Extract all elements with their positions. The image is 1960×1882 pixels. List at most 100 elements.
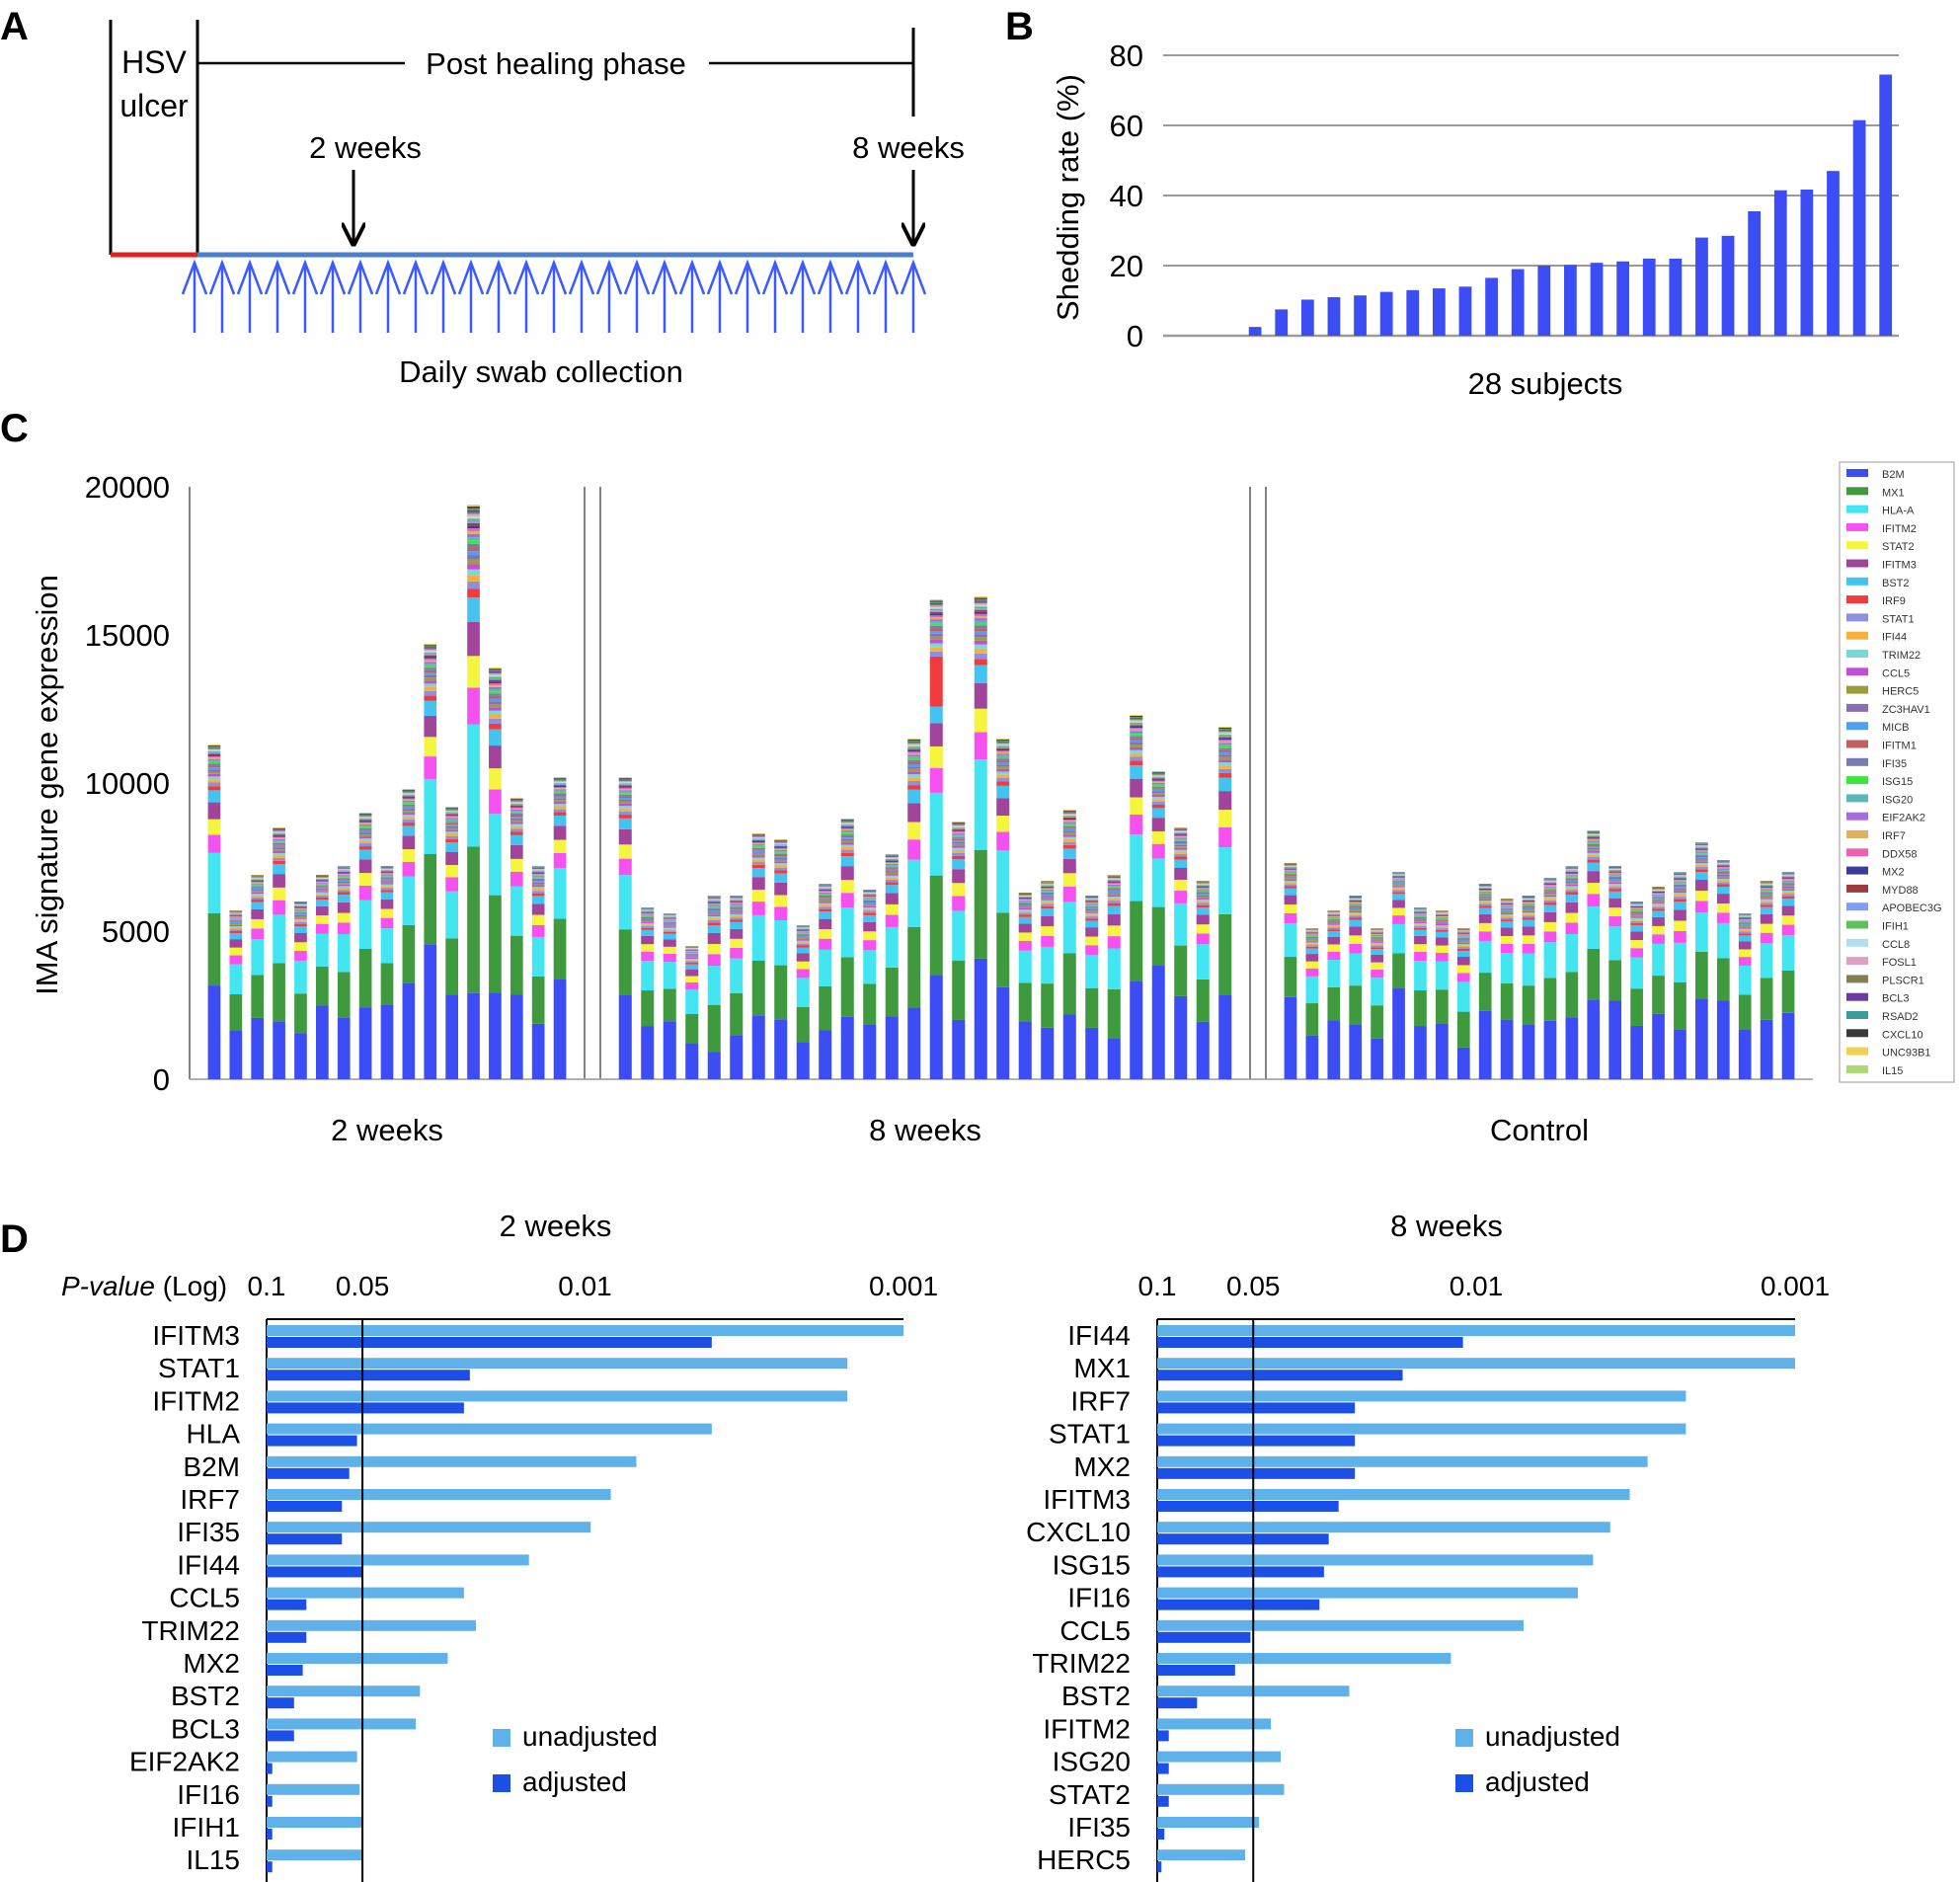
legend-label: unadjusted	[1485, 1721, 1620, 1752]
stack-segment	[796, 1006, 810, 1043]
stack-segment	[1130, 725, 1143, 727]
y-tick-label: 20	[1110, 249, 1143, 283]
stack-segment	[1587, 840, 1601, 842]
stack-segment	[1018, 923, 1032, 933]
stack-segment	[402, 807, 416, 810]
stack-segment	[531, 896, 545, 904]
stack-segment	[1608, 874, 1622, 876]
stack-segment	[1196, 883, 1210, 884]
stack-segment	[885, 926, 899, 968]
stack-segment	[751, 1015, 765, 1079]
stack-segment	[1630, 905, 1643, 907]
stack-segment	[707, 912, 721, 915]
stack-segment	[774, 870, 788, 874]
stack-segment	[1760, 885, 1773, 887]
stack-segment	[553, 781, 567, 783]
category-label: MX2	[1073, 1451, 1131, 1482]
stack-segment	[1062, 828, 1076, 831]
stack-segment	[1085, 899, 1099, 900]
legend-label: PLSCR1	[1882, 975, 1924, 986]
stack-segment	[618, 778, 632, 780]
stack-segment	[1500, 1019, 1514, 1079]
stack-segment	[1392, 890, 1405, 893]
stack-segment	[1587, 832, 1601, 834]
stack-segment	[751, 890, 765, 902]
stack-segment	[1218, 791, 1232, 811]
stack-segment	[1781, 892, 1795, 895]
stack-segment	[1174, 844, 1188, 847]
stack-segment	[819, 886, 832, 888]
stack-segment	[358, 832, 372, 835]
stack-segment	[840, 844, 854, 847]
stack-segment	[641, 929, 655, 936]
stack-segment	[685, 958, 699, 960]
stack-segment	[840, 823, 854, 824]
stack-segment	[467, 522, 480, 526]
stack-segment	[1196, 885, 1210, 887]
stack-segment	[358, 873, 372, 886]
stack-segment	[1018, 1021, 1032, 1079]
stack-segment	[1630, 957, 1643, 989]
stack-segment	[553, 786, 567, 789]
stack-segment	[1608, 907, 1622, 917]
stack-segment	[1608, 887, 1622, 890]
stack-segment	[819, 900, 832, 902]
stack-segment	[1414, 918, 1427, 920]
stack-segment	[1218, 765, 1232, 769]
stack-segment	[1587, 845, 1601, 847]
stack-segment	[467, 513, 480, 516]
stack-segment	[251, 883, 265, 885]
stack-segment	[907, 768, 921, 772]
stack-segment	[1695, 901, 1708, 913]
swab-arrow-head-icon	[374, 259, 402, 295]
stack-segment	[641, 915, 655, 916]
stack-segment	[402, 794, 416, 796]
stack-segment	[1392, 887, 1405, 889]
stack-segment	[424, 651, 437, 653]
stack-segment	[1543, 886, 1557, 888]
stack-segment	[618, 794, 632, 797]
stack-segment	[316, 888, 329, 890]
stack-segment	[1151, 818, 1165, 831]
stack-segment	[1543, 900, 1557, 903]
stack-segment	[1543, 888, 1557, 890]
stack-segment	[863, 904, 877, 906]
stack-segment	[996, 741, 1010, 743]
stack-segment	[1305, 932, 1319, 933]
stack-segment	[1349, 919, 1363, 927]
stack-segment	[1305, 938, 1319, 940]
stack-segment	[796, 928, 810, 930]
stack-segment	[1500, 927, 1514, 937]
stack-segment	[316, 878, 329, 880]
stack-segment	[819, 929, 832, 939]
stack-segment	[445, 807, 458, 808]
stack-segment	[380, 883, 394, 885]
stack-segment	[996, 766, 1010, 769]
stack-segment	[1284, 884, 1297, 887]
stack-segment	[1478, 897, 1492, 899]
stack-segment	[1371, 944, 1383, 946]
stack-segment	[996, 777, 1010, 782]
stack-segment	[929, 621, 943, 624]
bar-unadjusted	[1157, 1554, 1594, 1566]
stack-segment	[1085, 902, 1099, 904]
stack-segment	[1327, 926, 1341, 928]
stack-segment	[1522, 953, 1535, 986]
stack-segment	[1695, 849, 1708, 851]
stack-segment	[863, 898, 877, 900]
x-tick-label: 0.01	[1450, 1271, 1504, 1301]
stack-segment	[774, 873, 788, 883]
stack-segment	[1738, 923, 1752, 925]
stack-segment	[885, 874, 899, 876]
stack-segment	[1284, 869, 1297, 871]
stack-segment	[1478, 891, 1492, 893]
stack-segment	[489, 684, 502, 687]
stack-segment	[489, 674, 502, 677]
stack-segment	[885, 861, 899, 863]
stack-segment	[1305, 941, 1319, 943]
stack-segment	[358, 823, 372, 826]
stack-segment	[1543, 883, 1557, 885]
stack-segment	[1608, 869, 1622, 870]
stack-segment	[229, 939, 243, 948]
stack-segment	[1716, 871, 1730, 873]
